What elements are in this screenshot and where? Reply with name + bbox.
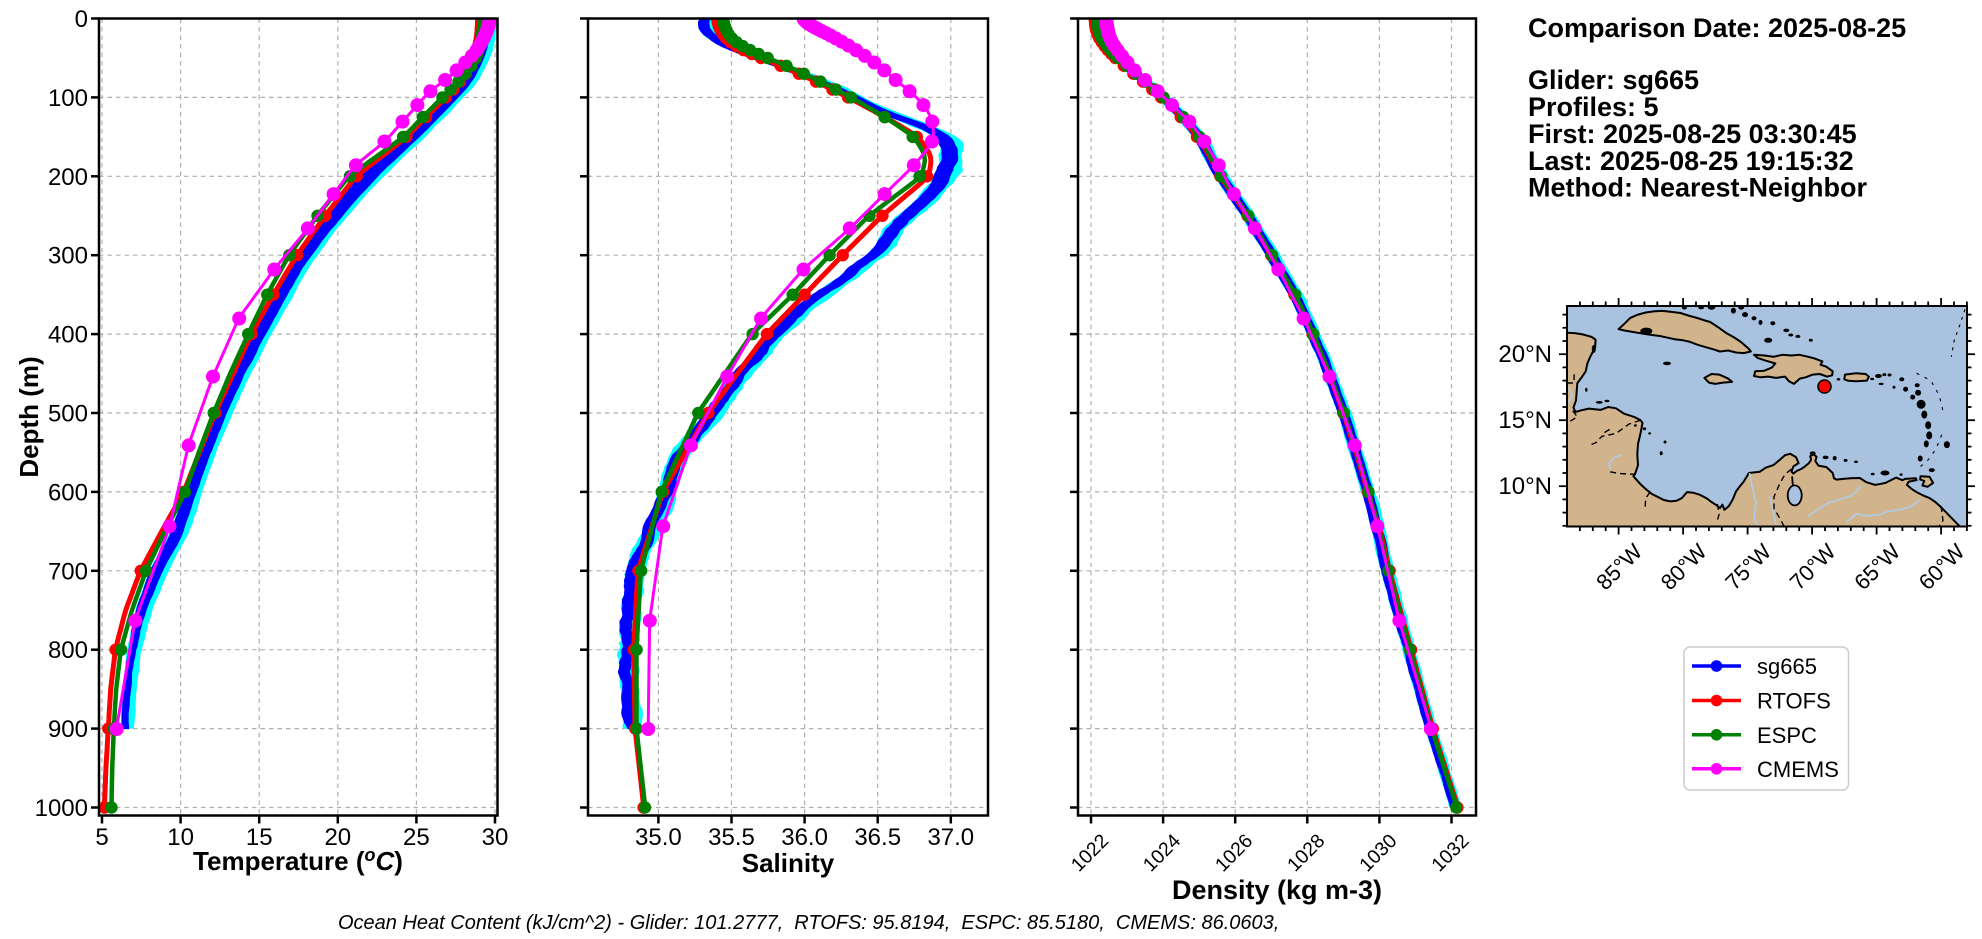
svg-text:15: 15 <box>246 824 273 851</box>
svg-text:100: 100 <box>48 85 88 112</box>
svg-text:10: 10 <box>167 824 194 851</box>
svg-text:25: 25 <box>403 824 430 851</box>
svg-text:600: 600 <box>48 479 88 506</box>
svg-text:400: 400 <box>48 322 88 349</box>
svg-text:36.5: 36.5 <box>854 824 901 851</box>
svg-text:Ocean Heat Content (kJ/cm^2) -: Ocean Heat Content (kJ/cm^2) - Glider: 1… <box>338 912 1279 934</box>
svg-text:0: 0 <box>75 6 88 33</box>
svg-text:30: 30 <box>482 824 509 851</box>
svg-text:900: 900 <box>48 716 88 743</box>
svg-text:Depth (m): Depth (m) <box>14 356 44 477</box>
svg-text:200: 200 <box>48 164 88 191</box>
svg-text:20°N: 20°N <box>1498 341 1552 368</box>
svg-text:RTOFS: RTOFS <box>1757 689 1831 714</box>
svg-text:15°N: 15°N <box>1498 407 1552 434</box>
svg-text:5: 5 <box>95 824 108 851</box>
svg-text:500: 500 <box>48 401 88 428</box>
svg-text:36.0: 36.0 <box>781 824 828 851</box>
svg-text:Salinity: Salinity <box>742 848 835 878</box>
svg-text:Density (kg m-3): Density (kg m-3) <box>1172 875 1382 905</box>
svg-text:Method: Nearest-Neighbor: Method: Nearest-Neighbor <box>1528 173 1868 203</box>
svg-text:10°N: 10°N <box>1498 473 1552 500</box>
svg-text:CMEMS: CMEMS <box>1757 757 1839 782</box>
svg-text:1000: 1000 <box>35 795 88 822</box>
svg-text:Glider: sg665: Glider: sg665 <box>1528 65 1699 95</box>
svg-text:37.0: 37.0 <box>927 824 974 851</box>
svg-text:35.0: 35.0 <box>635 824 682 851</box>
svg-text:Profiles: 5: Profiles: 5 <box>1528 92 1659 122</box>
svg-text:First: 2025-08-25 03:30:45: First: 2025-08-25 03:30:45 <box>1528 119 1857 149</box>
svg-text:800: 800 <box>48 637 88 664</box>
svg-text:300: 300 <box>48 243 88 270</box>
svg-text:700: 700 <box>48 558 88 585</box>
svg-text:Comparison Date: 2025-08-25: Comparison Date: 2025-08-25 <box>1528 13 1906 43</box>
svg-text:sg665: sg665 <box>1757 654 1817 679</box>
svg-text:20: 20 <box>324 824 351 851</box>
svg-text:Last: 2025-08-25 19:15:32: Last: 2025-08-25 19:15:32 <box>1528 146 1854 176</box>
svg-text:35.5: 35.5 <box>708 824 755 851</box>
svg-text:ESPC: ESPC <box>1757 723 1817 748</box>
